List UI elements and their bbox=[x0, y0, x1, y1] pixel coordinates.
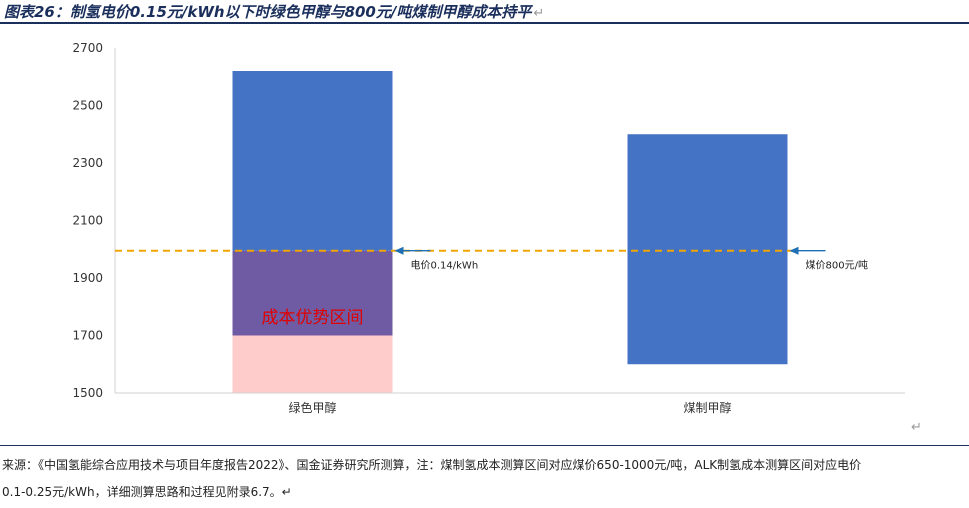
source-line: 来源：《中国氢能综合应用技术与项目年度报告2022》、国金证券研究所测算，注：煤… bbox=[2, 458, 862, 472]
y-axis: 1500 1700 1900 2100 2300 2500 2700 bbox=[72, 41, 116, 400]
y-tick-label: 2700 bbox=[72, 41, 103, 55]
title-rule bbox=[0, 22, 969, 24]
figure-header: 图表26：制氢电价0.15元/kWh以下时绿色甲醇与800元/吨煤制甲醇成本持平… bbox=[0, 0, 969, 22]
x-tick-label: 煤制甲醇 bbox=[683, 400, 731, 415]
reference-line-group: 电价0.14/kWh 煤价800元/吨 bbox=[115, 246, 868, 272]
bar-coal-methanol bbox=[627, 134, 788, 365]
y-tick-label: 2300 bbox=[72, 156, 103, 170]
source-line: 0.1-0.25元/kWh，详细测算思路和过程见附录6.7。↵ bbox=[2, 485, 292, 499]
footer-rule bbox=[0, 445, 969, 446]
y-tick-label: 1500 bbox=[72, 386, 103, 400]
y-tick-label: 1900 bbox=[72, 271, 103, 285]
source-note: 来源：《中国氢能综合应用技术与项目年度报告2022》、国金证券研究所测算，注：煤… bbox=[2, 452, 968, 506]
advantage-band-label: 成本优势区间 bbox=[262, 308, 364, 328]
chart: 1500 1700 1900 2100 2300 2500 2700 成本优势区间 电价0.… bbox=[72, 41, 905, 415]
coal-price-label: 煤价800元/吨 bbox=[806, 259, 868, 272]
bar-segment-advantage-band bbox=[232, 250, 393, 336]
electricity-price-arrow-head bbox=[394, 246, 404, 255]
return-mark: ↵ bbox=[533, 6, 545, 21]
y-tick-label: 1700 bbox=[72, 329, 103, 343]
x-axis: 绿色甲醇 煤制甲醇 bbox=[115, 392, 905, 415]
bar-segment-advantage-low bbox=[232, 335, 393, 393]
y-tick-label: 2500 bbox=[72, 99, 103, 113]
bar-segment-upper bbox=[232, 71, 393, 251]
return-mark-chart: ↵ bbox=[911, 420, 922, 435]
bars: 成本优势区间 bbox=[232, 71, 788, 393]
x-tick-label: 绿色甲醇 bbox=[288, 400, 336, 415]
coal-price-arrow-head bbox=[789, 246, 799, 255]
y-tick-label: 2100 bbox=[72, 214, 103, 228]
figure-title: 图表26：制氢电价0.15元/kWh以下时绿色甲醇与800元/吨煤制甲醇成本持平… bbox=[4, 3, 545, 21]
electricity-price-label: 电价0.14/kWh bbox=[411, 259, 479, 272]
